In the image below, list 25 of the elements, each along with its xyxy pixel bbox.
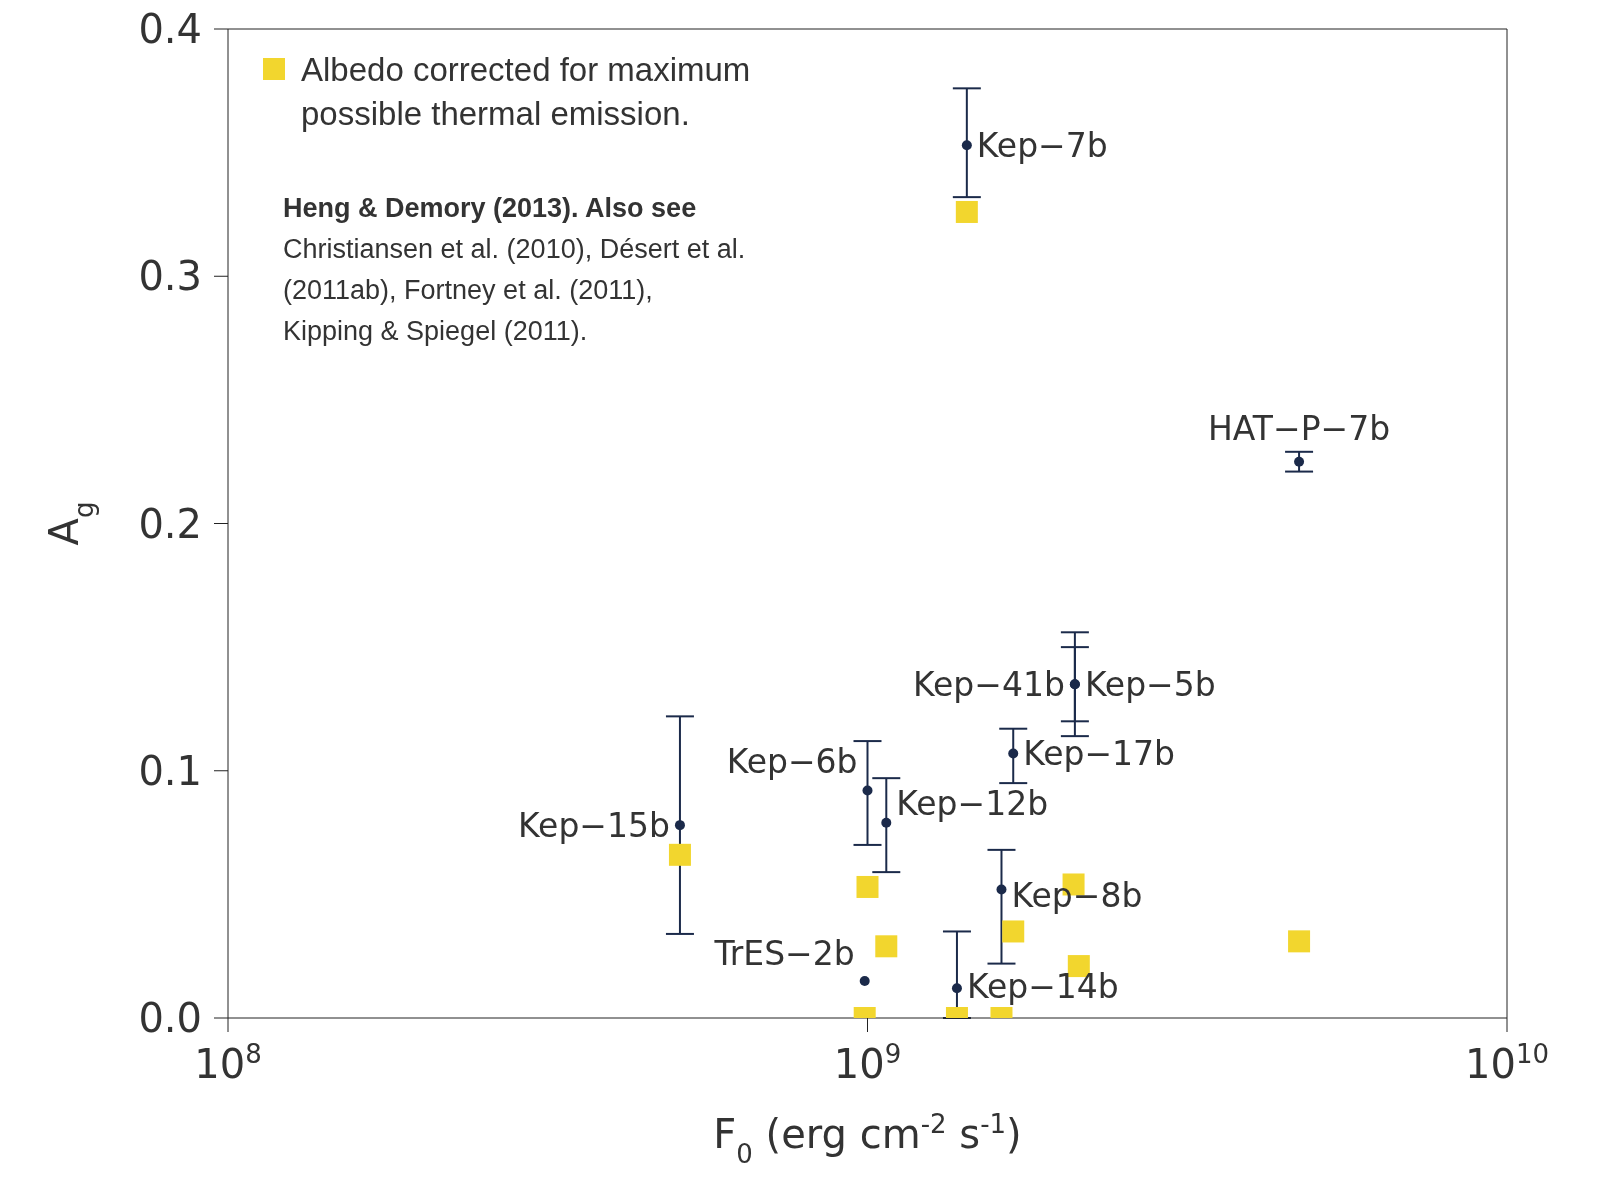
annotation: Kep−15b: [518, 806, 670, 846]
x-tick-label: 10$^{9}$: [833, 1039, 902, 1087]
y-tick-label: 0.1: [138, 747, 202, 794]
y-tick-label: 0.4: [138, 6, 202, 52]
x-tick-label: 10$^{10}$: [1465, 1039, 1549, 1087]
annotation: Kipping & Spiegel (2011).: [283, 315, 589, 348]
annotation: Kep−17b: [1023, 734, 1176, 774]
annotation: HAT−P−7b: [1208, 408, 1391, 448]
annotation: TrES−2b: [713, 933, 855, 973]
annotation: Kep−12b: [896, 783, 1049, 823]
annotation: Kep−8b: [1011, 876, 1143, 916]
annotation: Heng & Demory (2013). Also see: [283, 192, 698, 225]
y-tick-label: 0.2: [138, 500, 202, 547]
y-tick-label: 0.0: [138, 995, 202, 1041]
annotation: Kep−14b: [966, 967, 1119, 1007]
annotation: Kep−6b: [726, 741, 858, 781]
x-tick-label: 10$^{8}$: [194, 1039, 262, 1087]
annotation: (2011ab), Fortney et al. (2011),: [283, 274, 654, 307]
annotation: Kep−41b: [913, 665, 1065, 705]
legend-label: Albedo corrected for maximum possible thermal emission.: [301, 50, 752, 134]
annotation: Kep−7b: [976, 126, 1108, 166]
annotation: Kep−5b: [1084, 665, 1216, 705]
annotation: Christiansen et al. (2010), Désert et al.: [283, 233, 746, 266]
y-tick-label: 0.3: [138, 253, 202, 300]
x-axis-title: F$_{0}$ (erg cm$^{-2}$ s$^{-1}$): [713, 1109, 1022, 1169]
